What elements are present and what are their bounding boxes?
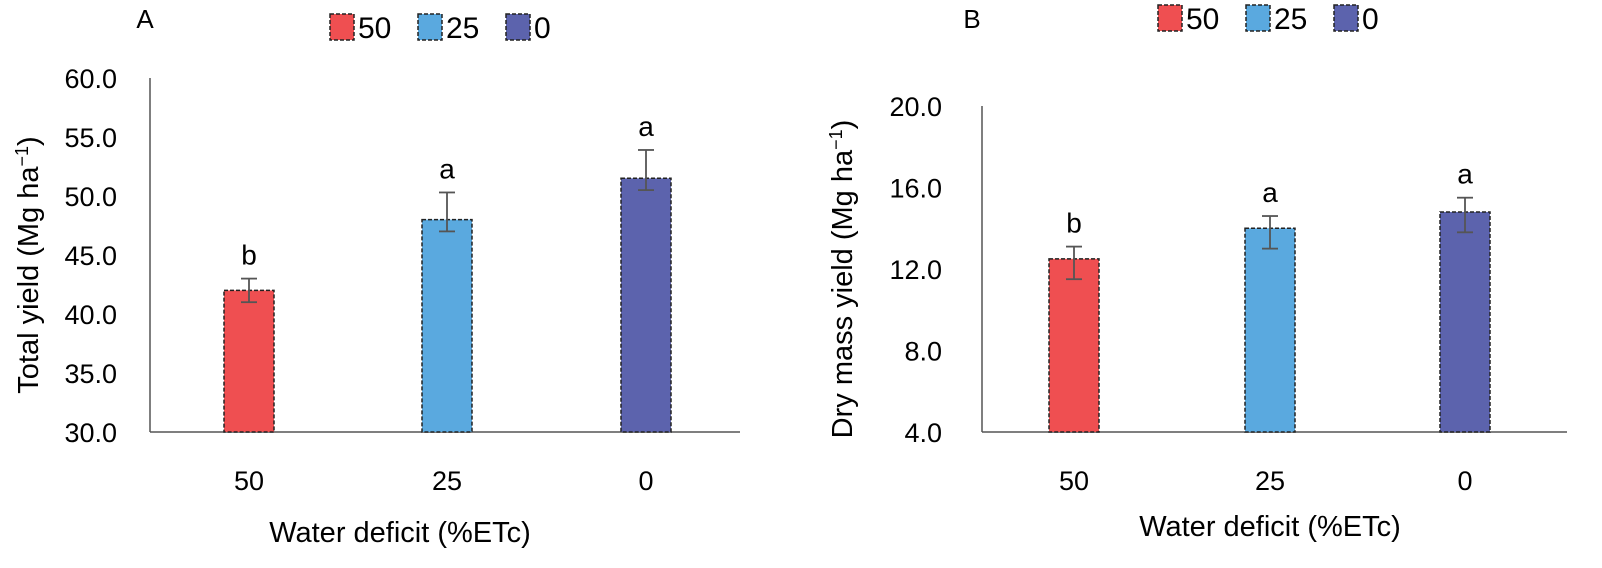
significance-letter: a [1262, 177, 1278, 208]
panel-label: B [963, 4, 980, 34]
chart-panel-a: A 50 25 0 30.0 35.0 40.0 45.0 50.0 55.0 60.0 b 50 a 25… [12, 4, 740, 549]
significance-letter: a [1457, 159, 1473, 190]
x-tick-label: 50 [234, 466, 264, 496]
y-tick-label: 20.0 [889, 92, 942, 122]
significance-letter: b [241, 240, 257, 271]
significance-letter: a [638, 111, 654, 142]
legend-label-25: 25 [446, 12, 479, 45]
x-axis-title: Water deficit (%ETc) [269, 517, 531, 549]
significance-letter: b [1066, 208, 1082, 239]
legend: 50 25 0 [1157, 3, 1379, 36]
error-bar-50 [241, 277, 257, 304]
y-tick-label: 30.0 [64, 418, 117, 448]
y-axis-title-superscript: −1 [826, 129, 846, 150]
legend-swatch-0 [505, 13, 531, 41]
y-tick-label: 45.0 [64, 241, 117, 271]
y-tick-label: 40.0 [64, 300, 117, 330]
y-tick-label: 12.0 [889, 255, 942, 285]
y-tick-label: 50.0 [64, 182, 117, 212]
x-tick-label: 25 [432, 466, 462, 496]
y-axis-title: Total yield (Mg ha−1) [12, 136, 45, 393]
y-axis-title-close: ) [13, 136, 45, 146]
legend-label-0: 0 [1362, 3, 1379, 36]
legend: 50 25 0 [329, 12, 551, 45]
y-axis-title-main: Dry mass yield (Mg ha [827, 149, 859, 438]
y-axis-title-superscript: −1 [12, 146, 32, 167]
legend-label-25: 25 [1274, 3, 1307, 36]
legend-swatch-0 [1333, 4, 1359, 32]
legend-swatch-25 [1245, 4, 1271, 32]
y-tick-label: 60.0 [64, 64, 117, 94]
bar-0 [620, 177, 672, 433]
legend-label-0: 0 [534, 12, 551, 45]
y-axis-title: Dry mass yield (Mg ha−1) [826, 120, 859, 439]
error-bar-25 [439, 191, 455, 233]
legend-swatch-25 [417, 13, 443, 41]
y-tick-label: 4.0 [904, 418, 942, 448]
chart-panel-b: B 50 25 0 4.0 8.0 12.0 16.0 20.0 b 50 a 25 a 0 Water de… [826, 3, 1567, 543]
bar-25 [1244, 227, 1296, 433]
error-bar-0 [638, 149, 654, 192]
significance-letter: a [439, 153, 455, 184]
legend-label-50: 50 [1186, 3, 1219, 36]
y-axis-title-close: ) [827, 120, 859, 130]
y-tick-label: 35.0 [64, 359, 117, 389]
bar-50 [1048, 258, 1100, 433]
y-axis-title-main: Total yield (Mg ha [13, 166, 45, 394]
y-tick-label: 55.0 [64, 123, 117, 153]
x-axis-title: Water deficit (%ETc) [1139, 511, 1401, 543]
bar-50 [223, 289, 275, 433]
legend-swatch-50 [1157, 4, 1183, 32]
panel-label: A [136, 4, 154, 34]
bar-0 [1439, 211, 1491, 433]
y-tick-label: 16.0 [889, 174, 942, 204]
bar-25 [421, 218, 473, 433]
x-tick-label: 0 [638, 466, 653, 496]
error-bar-25 [1262, 215, 1278, 250]
y-tick-label: 8.0 [904, 337, 942, 367]
legend-label-50: 50 [358, 12, 391, 45]
x-tick-label: 50 [1059, 466, 1089, 496]
error-bar-50 [1066, 245, 1082, 281]
error-bar-0 [1457, 196, 1473, 234]
x-tick-label: 0 [1457, 466, 1472, 496]
x-tick-label: 25 [1255, 466, 1285, 496]
legend-swatch-50 [329, 13, 355, 41]
